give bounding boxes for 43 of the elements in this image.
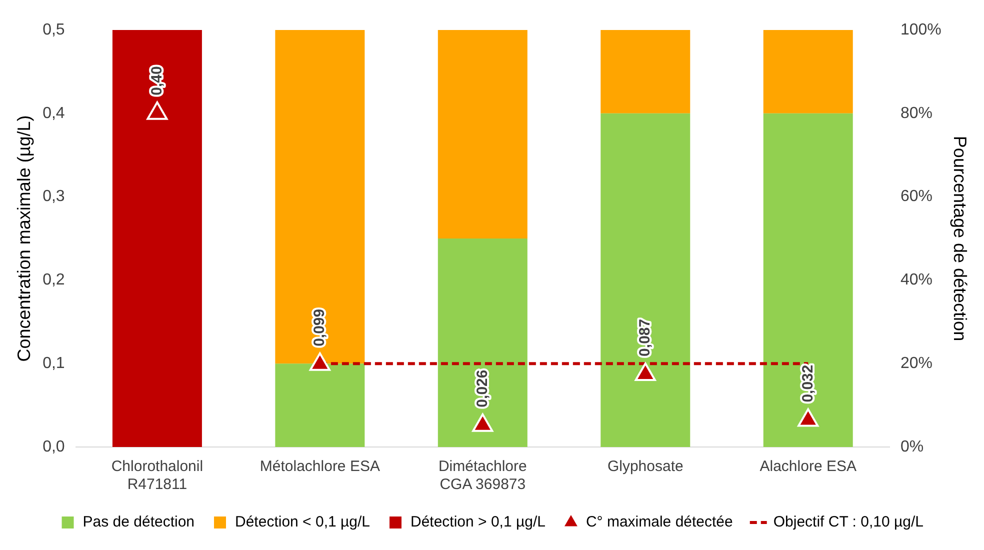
- data-label: 0,099: [311, 308, 328, 346]
- data-label: 0,40: [148, 66, 166, 96]
- bar: [763, 113, 853, 447]
- y-tick-label: 0,3: [42, 188, 65, 206]
- bar: [112, 30, 202, 447]
- y-axis-title: Concentration maximale (µg/L): [14, 115, 34, 362]
- y2-axis-title: Pourcentage de détection: [950, 136, 970, 342]
- y2-tick-label: 40%: [900, 272, 933, 289]
- legend-label: Détection > 0,1 µg/L: [410, 514, 546, 531]
- legend-label: Détection < 0,1 µg/L: [235, 514, 370, 531]
- data-label: 0,032: [799, 364, 816, 402]
- y-tick-label: 0,0: [42, 438, 65, 456]
- point: [146, 101, 168, 120]
- y-tick-label: 0,4: [42, 104, 65, 122]
- data-label: 0,026: [474, 370, 491, 408]
- y2-tick-label: 0%: [900, 438, 924, 456]
- bar: [600, 30, 690, 114]
- bar: [763, 30, 853, 114]
- data-label: 0,087: [636, 318, 654, 356]
- point: [634, 362, 656, 381]
- x-tick-label: Glyphosate: [607, 458, 684, 476]
- x-tick-label: Chlorothalonil R471811: [111, 458, 204, 494]
- bar: [600, 113, 690, 447]
- bar: [438, 30, 528, 238]
- bar: [275, 364, 365, 447]
- bar: [438, 238, 528, 447]
- y2-tick-label: 60%: [900, 188, 933, 206]
- point: [798, 408, 819, 427]
- x-tick-label: Métolachlore ESA: [260, 458, 380, 476]
- x-tick-label: Dimétachlore CGA 369873: [438, 458, 527, 494]
- y-tick-label: 0,5: [42, 21, 65, 38]
- bar: [275, 30, 365, 364]
- legend-label: Objectif CT : 0,10 µg/L: [773, 514, 924, 531]
- y2-tick-label: 20%: [900, 355, 933, 372]
- point: [309, 352, 330, 371]
- y-tick-label: 0,1: [42, 355, 65, 372]
- point: [472, 413, 494, 432]
- y2-tick-label: 100%: [900, 21, 942, 38]
- legend-label: C° maximale détectée: [586, 514, 733, 531]
- y2-tick-label: 80%: [900, 104, 933, 122]
- legend-label: Pas de détection: [82, 514, 195, 531]
- x-tick-label: Alachlore ESA: [760, 458, 856, 476]
- y-tick-label: 0,2: [42, 272, 65, 289]
